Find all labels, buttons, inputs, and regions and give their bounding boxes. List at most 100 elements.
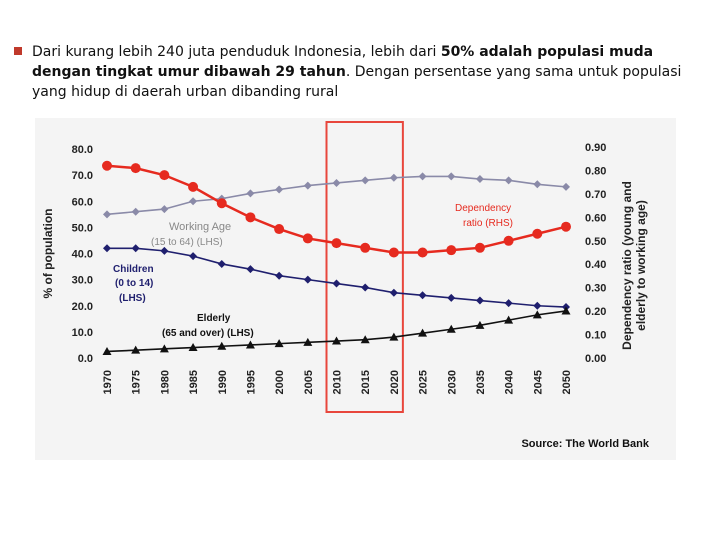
data-point-dependency — [130, 163, 141, 174]
x-tick-label: 2025 — [418, 370, 430, 394]
data-point-working-age — [246, 189, 255, 198]
x-tick-label: 1995 — [245, 370, 257, 394]
left-tick-label: 80.0 — [72, 144, 93, 156]
data-point-elderly — [274, 339, 284, 348]
x-tick-label: 2030 — [446, 370, 458, 394]
data-point-children — [504, 299, 513, 308]
bullet-square-icon — [14, 47, 22, 55]
data-point-children — [475, 296, 484, 305]
data-point-dependency — [188, 181, 199, 192]
data-point-dependency — [245, 212, 256, 223]
data-point-working-age — [418, 172, 427, 181]
right-tick-label: 0.90 — [585, 142, 606, 154]
left-tick-label: 50.0 — [72, 222, 93, 234]
right-tick-label: 0.60 — [585, 212, 606, 224]
label-children-sub: (0 to 14) — [115, 278, 153, 289]
data-point-elderly — [188, 343, 198, 352]
data-point-elderly — [303, 337, 313, 346]
data-point-dependency — [388, 247, 399, 258]
data-point-dependency — [532, 228, 543, 239]
data-point-children — [246, 265, 255, 274]
data-point-elderly — [332, 336, 341, 345]
data-point-children — [217, 259, 226, 268]
data-point-working-age — [103, 210, 111, 219]
data-point-dependency — [302, 233, 313, 244]
right-tick-label: 0.10 — [585, 330, 606, 342]
left-tick-label: 30.0 — [72, 275, 93, 287]
data-point-working-age — [504, 176, 513, 185]
bullet-text-part-2: . Dengan persentase yang sama untuk popu… — [32, 64, 682, 100]
data-point-working-age — [562, 182, 570, 191]
data-point-dependency — [474, 242, 485, 253]
data-point-children — [418, 291, 427, 300]
data-point-elderly — [446, 324, 456, 333]
x-tick-label: 2020 — [389, 370, 401, 394]
data-point-working-age — [275, 185, 284, 194]
bullet-text-bold: 50% adalah populasi muda dengan tingkat … — [32, 44, 654, 80]
y-axis-label: % of population — [41, 209, 55, 299]
data-point-dependency — [417, 247, 428, 258]
data-point-dependency — [274, 224, 285, 235]
data-point-dependency — [102, 160, 112, 171]
data-point-children — [332, 279, 341, 288]
x-tick-label: 2015 — [360, 370, 372, 394]
data-point-elderly — [418, 328, 428, 337]
x-tick-label: 1980 — [159, 370, 171, 394]
data-point-elderly — [131, 345, 141, 354]
y2-axis-label: Dependency ratio (young and — [620, 181, 634, 350]
x-tick-label: 1975 — [131, 370, 143, 394]
data-point-children — [303, 275, 312, 284]
data-point-dependency — [216, 198, 227, 209]
left-tick-label: 60.0 — [72, 196, 93, 208]
highlight-box — [325, 121, 404, 413]
data-point-children — [389, 288, 398, 297]
data-point-working-age — [475, 175, 484, 184]
label-children-sub2: (LHS) — [119, 293, 146, 304]
data-point-working-age — [332, 178, 341, 187]
right-tick-label: 0.30 — [585, 283, 606, 295]
x-tick-label: 2000 — [274, 370, 286, 394]
data-point-working-age — [389, 173, 398, 182]
data-point-working-age — [303, 181, 312, 190]
data-point-dependency — [331, 238, 342, 249]
y2-axis-label: elderly to working age) — [634, 200, 648, 331]
x-tick-label: 2050 — [561, 370, 573, 394]
data-point-children — [533, 301, 542, 310]
data-point-children — [361, 283, 370, 292]
data-point-children — [160, 246, 169, 255]
data-point-elderly — [102, 346, 112, 355]
right-tick-label: 0.80 — [585, 165, 606, 177]
right-tick-label: 0.40 — [585, 259, 606, 271]
x-tick-label: 1970 — [102, 370, 114, 394]
left-tick-label: 10.0 — [72, 327, 93, 339]
label-working-age-sub: (15 to 64) (LHS) — [151, 237, 223, 248]
data-point-elderly — [389, 332, 399, 341]
x-tick-label: 2010 — [332, 370, 344, 394]
data-point-children — [103, 244, 111, 253]
data-point-children — [131, 244, 140, 253]
source-label: Source: The World Bank — [521, 438, 649, 450]
label-dependency-sub: ratio (RHS) — [463, 218, 513, 229]
label-working-age: Working Age — [169, 221, 231, 233]
data-point-working-age — [533, 180, 542, 189]
data-point-children — [447, 293, 456, 302]
data-point-elderly — [561, 306, 571, 315]
data-point-dependency — [159, 170, 170, 181]
x-tick-label: 1985 — [188, 370, 200, 394]
data-point-elderly — [532, 310, 542, 319]
data-point-working-age — [189, 197, 198, 206]
left-tick-label: 20.0 — [72, 301, 93, 313]
x-tick-label: 2040 — [504, 370, 516, 394]
chart-container: 0.0 10.0 20.0 30.0 40.0 50.0 60.0 70.0 80.0 0.00 0… — [35, 118, 676, 460]
right-tick-label: 0.20 — [585, 306, 606, 318]
label-children: Children — [113, 264, 154, 275]
data-point-children — [189, 252, 198, 261]
left-tick-label: 70.0 — [72, 170, 93, 182]
label-elderly: Elderly — [197, 313, 231, 324]
data-point-dependency — [360, 242, 371, 253]
data-point-working-age — [361, 176, 370, 185]
data-point-elderly — [217, 341, 227, 350]
right-tick-label: 0.50 — [585, 236, 606, 248]
bullet-text: Dari kurang lebih 240 juta penduduk Indo… — [32, 42, 694, 102]
data-point-elderly — [245, 340, 255, 349]
